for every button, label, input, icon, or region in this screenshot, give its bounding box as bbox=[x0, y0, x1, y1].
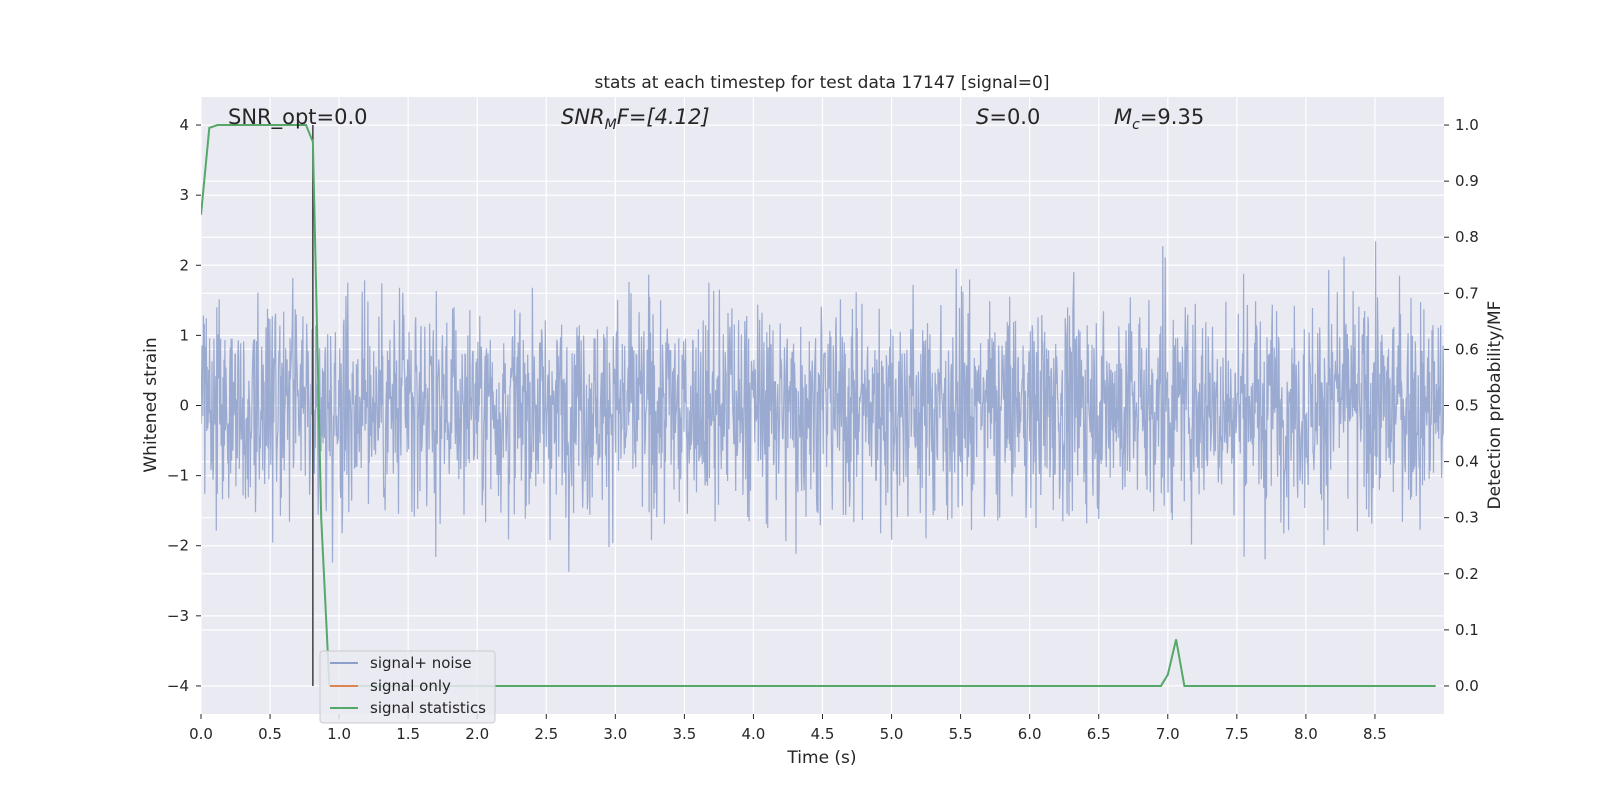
y2-tick-label: 0.5 bbox=[1455, 397, 1479, 415]
y2-tick-label: 0.4 bbox=[1455, 453, 1479, 471]
x-tick-label: 2.5 bbox=[534, 725, 558, 743]
legend-label-signal-statistics: signal statistics bbox=[370, 699, 486, 717]
y2-tick-label: 0.6 bbox=[1455, 340, 1479, 358]
x-tick-label: 8.5 bbox=[1363, 725, 1387, 743]
x-tick-label: 6.5 bbox=[1087, 725, 1111, 743]
x-tick-label: 4.5 bbox=[811, 725, 835, 743]
annotation-s-stat: S=0.0 bbox=[976, 105, 1040, 129]
x-axis-label: Time (s) bbox=[786, 748, 856, 768]
x-tick-label: 8.0 bbox=[1294, 725, 1318, 743]
y-tick-label: 2 bbox=[179, 256, 189, 274]
x-tick-label: 1.0 bbox=[327, 725, 351, 743]
x-tick-label: 6.0 bbox=[1018, 725, 1042, 743]
annotation-snr-mf-sub: M bbox=[605, 117, 617, 133]
x-tick-label: 3.5 bbox=[672, 725, 696, 743]
y-tick-label: 1 bbox=[179, 326, 189, 344]
ticks: 0.0 0.5 1.0 1.5 2.0 2.5 3.0 3.5 4.0 4.5 5.0 5.5 6.0 6… bbox=[167, 116, 1479, 743]
y2-tick-label: 0.7 bbox=[1455, 284, 1479, 302]
x-tick-label: 7.0 bbox=[1156, 725, 1180, 743]
legend-box bbox=[319, 650, 496, 724]
x-tick-label: 0.0 bbox=[189, 725, 213, 743]
annotation-snr-mf-tail: F=[4.12] bbox=[617, 105, 710, 129]
annotation-snr-mf: SNRMF=[4.12] bbox=[561, 105, 710, 133]
y-tick-label: −1 bbox=[167, 467, 189, 485]
x-tick-label: 4.0 bbox=[742, 725, 766, 743]
annotation-mc: Mc=9.35 bbox=[1114, 105, 1204, 133]
chart-title: stats at each timestep for test data 171… bbox=[595, 73, 1050, 93]
x-tick-label: 2.0 bbox=[465, 725, 489, 743]
y2-tick-label: 0.8 bbox=[1455, 228, 1479, 246]
x-tick-label: 3.0 bbox=[603, 725, 627, 743]
y-tick-label: 0 bbox=[179, 397, 189, 415]
x-tick-label: 5.0 bbox=[880, 725, 904, 743]
y-axis-label: Whitened strain bbox=[141, 337, 161, 472]
series-signal-noise bbox=[201, 241, 1444, 572]
x-tick-label: 0.5 bbox=[258, 725, 282, 743]
x-tick-label: 1.5 bbox=[396, 725, 420, 743]
y-tick-label: 3 bbox=[179, 186, 189, 204]
annotation-mc-sub: c bbox=[1132, 117, 1140, 133]
y-tick-label: −4 bbox=[167, 677, 189, 695]
y2-tick-label: 0.1 bbox=[1455, 621, 1479, 639]
y-tick-label: −3 bbox=[167, 607, 189, 625]
y-tick-label: 4 bbox=[179, 116, 189, 134]
y2-tick-label: 1.0 bbox=[1455, 116, 1479, 134]
annotation-snr-opt: SNR_opt=0.0 bbox=[228, 105, 368, 130]
legend-label-signal-only: signal only bbox=[370, 677, 451, 695]
x-tick-label: 5.5 bbox=[949, 725, 973, 743]
y-tick-label: −2 bbox=[167, 537, 189, 555]
y2-tick-label: 0.9 bbox=[1455, 172, 1479, 190]
y2-axis-label: Detection probability/MF bbox=[1485, 301, 1505, 510]
annotation-mc-base: M bbox=[1114, 105, 1132, 129]
legend: signal+ noise signal only signal statist… bbox=[319, 650, 496, 724]
y2-tick-label: 0.0 bbox=[1455, 677, 1479, 695]
annotation-mc-tail: =9.35 bbox=[1140, 105, 1204, 129]
legend-label-signal-noise: signal+ noise bbox=[370, 654, 472, 672]
annotation-s-tail: =0.0 bbox=[989, 105, 1040, 129]
y2-tick-label: 0.3 bbox=[1455, 509, 1479, 527]
annotation-s-base: S bbox=[976, 105, 989, 129]
annotation-snr-mf-base: SNR bbox=[561, 105, 605, 129]
y2-tick-label: 0.2 bbox=[1455, 565, 1479, 583]
x-tick-label: 7.5 bbox=[1225, 725, 1249, 743]
